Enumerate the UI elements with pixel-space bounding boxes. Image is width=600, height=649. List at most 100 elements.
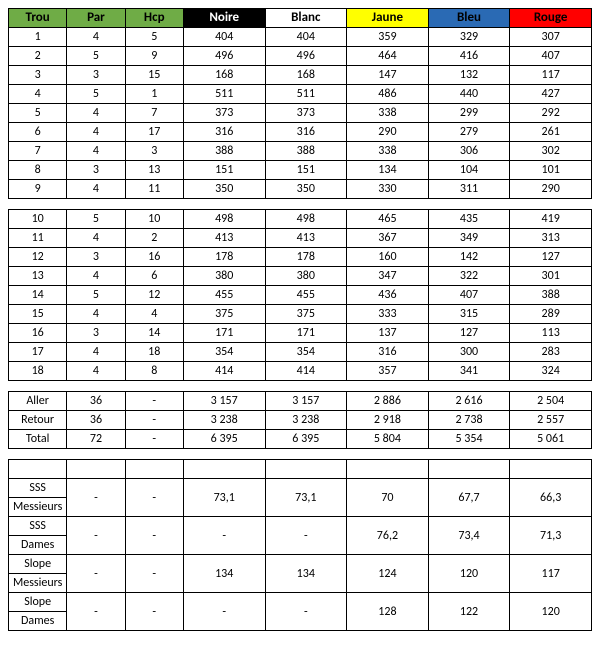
cell: 16 [9, 324, 67, 343]
cell: 413 [183, 229, 265, 248]
cell: 12 [125, 286, 183, 305]
cell: 2 557 [510, 411, 592, 430]
back-row: 16314171171137127113 [9, 324, 592, 343]
front-row: 547373373338299292 [9, 104, 592, 123]
cell: 18 [125, 343, 183, 362]
cell: 290 [510, 180, 592, 199]
totals-row: Aller36-3 1573 1572 8862 6162 504 [9, 392, 592, 411]
cell: 5 [9, 104, 67, 123]
cell: 290 [347, 123, 429, 142]
cell [510, 460, 592, 479]
rating-label: SSS [9, 479, 67, 498]
cell: 5 [125, 28, 183, 47]
cell: 261 [510, 123, 592, 142]
cell: 300 [428, 343, 510, 362]
scorecard-back: 1051049849846543541911424134133673493131… [8, 209, 592, 381]
cell: 1 [125, 85, 183, 104]
cell: 2 738 [428, 411, 510, 430]
cell: 330 [347, 180, 429, 199]
cell: 6 395 [265, 430, 347, 449]
cell: 13 [125, 161, 183, 180]
cell [347, 460, 429, 479]
cell: 316 [265, 123, 347, 142]
cell: 380 [183, 267, 265, 286]
front-row: 451511511486440427 [9, 85, 592, 104]
cell: 72 [67, 430, 125, 449]
header-par: Par [67, 9, 125, 28]
cell: 338 [347, 104, 429, 123]
cell: 498 [265, 210, 347, 229]
cell: 67,7 [428, 479, 510, 517]
cell: 414 [265, 362, 347, 381]
cell: 404 [265, 28, 347, 47]
cell: 299 [428, 104, 510, 123]
cell: 171 [265, 324, 347, 343]
cell: 5 [67, 47, 125, 66]
cell: 306 [428, 142, 510, 161]
cell: 375 [265, 305, 347, 324]
cell: 350 [265, 180, 347, 199]
cell: 2 616 [428, 392, 510, 411]
cell: 151 [265, 161, 347, 180]
cell: 413 [265, 229, 347, 248]
cell: 3 [125, 142, 183, 161]
cell: - [125, 430, 183, 449]
cell [9, 460, 67, 479]
cell: 414 [183, 362, 265, 381]
cell: 311 [428, 180, 510, 199]
cell: - [125, 593, 183, 631]
cell: 373 [265, 104, 347, 123]
cell: 127 [510, 248, 592, 267]
back-row: 14512455455436407388 [9, 286, 592, 305]
cell: 357 [347, 362, 429, 381]
cell: 350 [183, 180, 265, 199]
cell: - [67, 479, 125, 517]
cell: 3 [9, 66, 67, 85]
ratings-row: Slope----128122120 [9, 593, 592, 612]
front-row: 743388388338306302 [9, 142, 592, 161]
cell: 5 [67, 85, 125, 104]
cell: 416 [428, 47, 510, 66]
cell: 307 [510, 28, 592, 47]
header-rouge: Rouge [510, 9, 592, 28]
rating-label: Slope [9, 555, 67, 574]
cell: - [67, 555, 125, 593]
cell: 496 [183, 47, 265, 66]
cell: 3 157 [265, 392, 347, 411]
cell: 329 [428, 28, 510, 47]
cell: 2 [9, 47, 67, 66]
rating-label: Slope [9, 593, 67, 612]
cell: 11 [9, 229, 67, 248]
cell: Total [9, 430, 67, 449]
header-noire: Noire [183, 9, 265, 28]
cell: 14 [125, 324, 183, 343]
cell: 16 [125, 248, 183, 267]
cell: 315 [428, 305, 510, 324]
cell: 6 [9, 123, 67, 142]
cell: 498 [183, 210, 265, 229]
cell: 5 804 [347, 430, 429, 449]
cell: 132 [428, 66, 510, 85]
cell: 5 [67, 210, 125, 229]
cell: 435 [428, 210, 510, 229]
cell: 4 [67, 229, 125, 248]
cell: 283 [510, 343, 592, 362]
cell: 5 [67, 286, 125, 305]
cell: 4 [67, 267, 125, 286]
front-row: 9411350350330311290 [9, 180, 592, 199]
cell: - [125, 555, 183, 593]
cell: 419 [510, 210, 592, 229]
cell: 347 [347, 267, 429, 286]
cell: 36 [67, 392, 125, 411]
cell: 511 [265, 85, 347, 104]
cell: 66,3 [510, 479, 592, 517]
cell: 117 [510, 66, 592, 85]
cell: 2 918 [347, 411, 429, 430]
cell: 71,3 [510, 517, 592, 555]
back-row: 1346380380347322301 [9, 267, 592, 286]
cell: - [125, 517, 183, 555]
cell: 373 [183, 104, 265, 123]
ratings-row: Slope--134134124120117 [9, 555, 592, 574]
cell: - [67, 593, 125, 631]
cell: 3 238 [183, 411, 265, 430]
